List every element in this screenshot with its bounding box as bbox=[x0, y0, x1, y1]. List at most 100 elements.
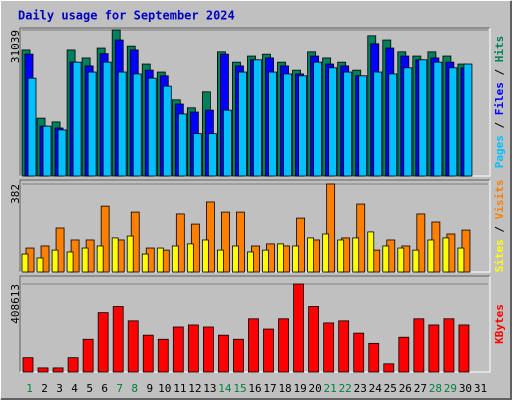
bar bbox=[21, 253, 29, 273]
panel-frame-dark bbox=[19, 27, 490, 176]
x-tick-label: 19 bbox=[293, 382, 306, 395]
legend-separator: / bbox=[493, 219, 506, 239]
bar bbox=[293, 283, 304, 373]
bar bbox=[22, 357, 34, 373]
bar bbox=[156, 247, 164, 273]
bar bbox=[262, 249, 269, 273]
bar bbox=[388, 73, 398, 177]
legend: KBytes bbox=[493, 304, 506, 344]
x-tick-label: 27 bbox=[414, 382, 427, 395]
x-tick-label: 12 bbox=[188, 382, 201, 395]
bar bbox=[308, 306, 320, 373]
legend: Sites / Visits bbox=[493, 180, 506, 273]
bar bbox=[162, 85, 172, 177]
x-tick-label: 28 bbox=[429, 382, 442, 395]
legend: Pages / Files / Hits bbox=[493, 36, 506, 169]
bar bbox=[323, 322, 335, 373]
bar bbox=[307, 237, 315, 273]
bar bbox=[382, 245, 390, 273]
bar bbox=[117, 71, 127, 177]
panel-frame-dark bbox=[19, 275, 490, 372]
bar bbox=[322, 233, 330, 273]
legend-entry: Files bbox=[493, 82, 506, 115]
bar bbox=[368, 342, 380, 373]
x-tick-label: 21 bbox=[324, 382, 337, 395]
bar bbox=[358, 75, 368, 177]
bar bbox=[448, 67, 458, 177]
legend-entry: KBytes bbox=[493, 304, 506, 344]
bar bbox=[337, 239, 345, 273]
y-tick-label: 31039 bbox=[9, 30, 22, 63]
bar bbox=[248, 318, 259, 373]
x-tick-label: 3 bbox=[56, 382, 63, 395]
bar bbox=[202, 326, 214, 373]
bar bbox=[42, 125, 52, 177]
x-tick-label: 1 bbox=[26, 382, 33, 395]
x-tick-label: 29 bbox=[444, 382, 457, 395]
legend-entry: Sites bbox=[493, 239, 506, 272]
bar bbox=[157, 338, 169, 373]
bar bbox=[442, 237, 450, 273]
x-tick-label: 8 bbox=[131, 382, 138, 395]
x-tick-label: 18 bbox=[278, 382, 291, 395]
bar bbox=[66, 251, 74, 273]
bar bbox=[207, 133, 217, 177]
bar bbox=[353, 332, 365, 373]
legend-entry: Hits bbox=[493, 36, 506, 63]
bar bbox=[247, 251, 254, 273]
bar bbox=[268, 71, 277, 177]
x-tick-label: 10 bbox=[158, 382, 171, 395]
bar bbox=[111, 237, 119, 273]
bar bbox=[175, 213, 185, 273]
bar bbox=[343, 71, 353, 177]
bar bbox=[277, 243, 284, 273]
x-tick-label: 24 bbox=[369, 382, 383, 395]
bar bbox=[403, 67, 413, 177]
bar bbox=[398, 336, 410, 373]
x-tick-label: 7 bbox=[116, 382, 123, 395]
bar bbox=[126, 235, 134, 273]
bar bbox=[177, 113, 187, 177]
bar bbox=[87, 71, 97, 177]
x-tick-label: 22 bbox=[339, 382, 352, 395]
bar bbox=[253, 59, 262, 177]
bar bbox=[186, 243, 194, 273]
bar bbox=[223, 109, 232, 177]
chart-title: Daily usage for September 2024 bbox=[18, 9, 235, 23]
bar bbox=[187, 324, 199, 373]
bar bbox=[232, 245, 239, 273]
bar bbox=[96, 245, 104, 273]
x-tick-label: 9 bbox=[146, 382, 153, 395]
bar bbox=[296, 217, 305, 273]
bar bbox=[192, 133, 202, 177]
x-tick-label: 16 bbox=[248, 382, 261, 395]
x-tick-label: 11 bbox=[173, 382, 186, 395]
x-tick-label: 5 bbox=[86, 382, 93, 395]
bar bbox=[132, 73, 142, 177]
bar bbox=[443, 318, 455, 373]
bar bbox=[263, 328, 274, 373]
legend-separator: / bbox=[493, 62, 506, 82]
x-tick-label: 15 bbox=[233, 382, 246, 395]
bar bbox=[72, 61, 82, 177]
bar bbox=[171, 245, 179, 273]
bar bbox=[147, 77, 157, 177]
bar bbox=[412, 249, 420, 273]
bar bbox=[36, 257, 44, 273]
bar bbox=[217, 249, 224, 273]
legend-separator: / bbox=[493, 115, 506, 135]
x-tick-label: 6 bbox=[101, 382, 108, 395]
bar bbox=[326, 183, 336, 273]
bar bbox=[457, 247, 465, 273]
x-tick-label: 30 bbox=[459, 382, 472, 395]
bar bbox=[367, 231, 375, 273]
bar bbox=[427, 239, 435, 273]
bar bbox=[416, 213, 426, 273]
bar bbox=[298, 75, 307, 177]
bar bbox=[338, 320, 350, 373]
bar bbox=[238, 71, 247, 177]
bar bbox=[51, 249, 59, 273]
bar bbox=[201, 239, 209, 273]
